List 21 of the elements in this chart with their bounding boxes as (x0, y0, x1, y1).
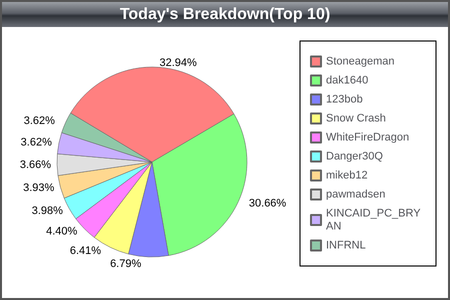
legend-label: WhiteFireDragon (326, 132, 410, 144)
legend-label: INFRNL (326, 240, 366, 252)
data-label: 3.62% (24, 114, 56, 127)
data-label: 3.66% (20, 158, 52, 171)
legend-label: dak1640 (326, 74, 368, 86)
data-label: 30.66% (248, 197, 286, 210)
legend-label: KINCAID_PC_BRYAN (326, 208, 422, 232)
legend-label: mikeb12 (326, 170, 368, 182)
data-label: 3.93% (23, 182, 54, 194)
data-label: 6.41% (70, 245, 102, 258)
data-label: 3.62% (20, 136, 52, 148)
data-label: 4.40% (46, 226, 78, 238)
legend-label: Snow Crash (326, 112, 386, 124)
legend-label: Danger30Q (326, 150, 384, 162)
data-label: 32.94% (159, 57, 198, 69)
legend-label: pawmadsen (326, 188, 386, 200)
legend-label: Stoneageman (326, 56, 394, 68)
data-label: 6.79% (110, 258, 142, 270)
data-label: 3.98% (32, 204, 64, 217)
chart-title: Today's Breakdown(Top 10) (2, 2, 448, 27)
legend-label: 123bob (326, 94, 363, 106)
